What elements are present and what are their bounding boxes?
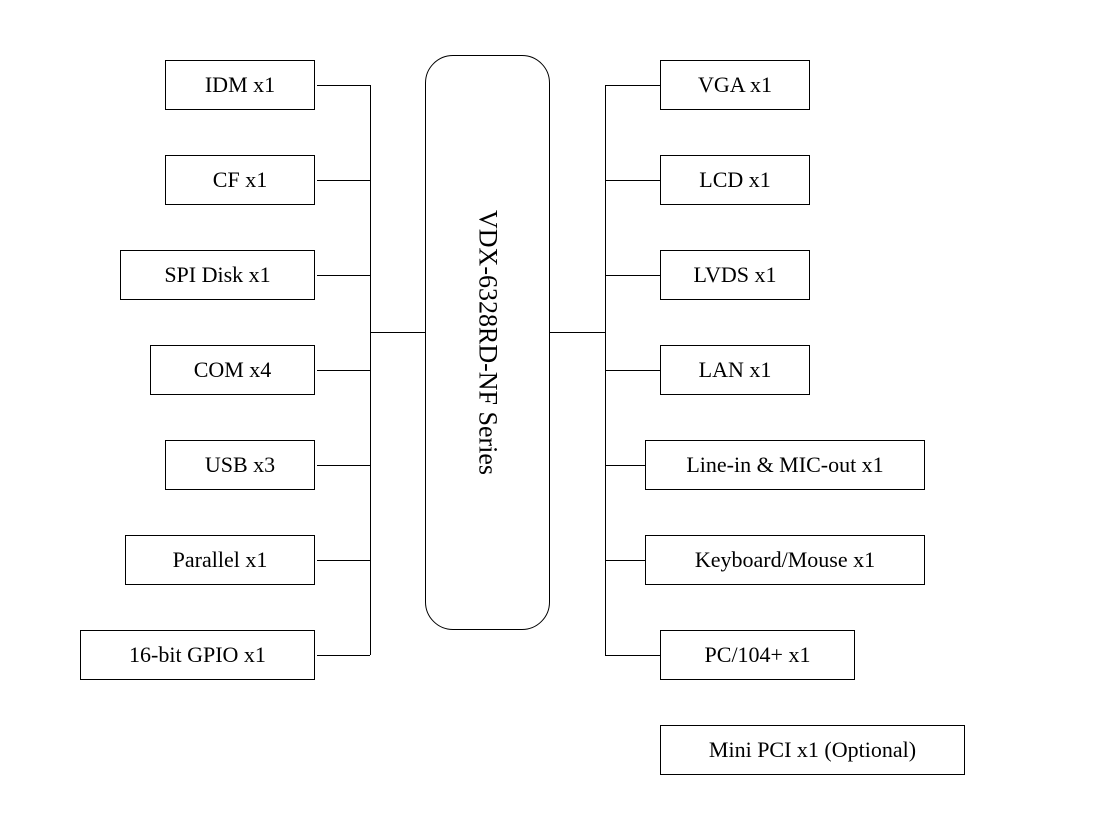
box-label: 16-bit GPIO x1 [129, 642, 266, 668]
box-label: CF x1 [213, 167, 267, 193]
box-kbms: Keyboard/Mouse x1 [645, 535, 925, 585]
center-hub: VDX-6328RD-NF Series [425, 55, 550, 630]
center-hub-label: VDX-6328RD-NF Series [473, 210, 503, 475]
box-label: USB x3 [205, 452, 275, 478]
box-linein: Line-in & MIC-out x1 [645, 440, 925, 490]
stub-gpio [317, 655, 371, 656]
stub-parallel [317, 560, 371, 561]
box-label: Mini PCI x1 (Optional) [709, 737, 916, 763]
box-spi-disk: SPI Disk x1 [120, 250, 315, 300]
stub-lcd [605, 180, 660, 181]
box-label: LCD x1 [699, 167, 771, 193]
stub-linein [605, 465, 645, 466]
diagram-canvas: VDX-6328RD-NF Series IDM x1 CF x1 SPI Di… [0, 0, 1102, 821]
stub-usb [317, 465, 371, 466]
box-pc104: PC/104+ x1 [660, 630, 855, 680]
box-label: VGA x1 [698, 72, 772, 98]
stub-cf [317, 180, 371, 181]
stub-vga [605, 85, 660, 86]
stub-idm [317, 85, 371, 86]
stub-lvds [605, 275, 660, 276]
box-lvds: LVDS x1 [660, 250, 810, 300]
box-com: COM x4 [150, 345, 315, 395]
box-lcd: LCD x1 [660, 155, 810, 205]
box-label: SPI Disk x1 [164, 262, 270, 288]
right-trunk [549, 332, 605, 333]
box-gpio: 16-bit GPIO x1 [80, 630, 315, 680]
box-cf: CF x1 [165, 155, 315, 205]
stub-pc104 [605, 655, 660, 656]
stub-lan [605, 370, 660, 371]
box-label: LVDS x1 [694, 262, 777, 288]
box-vga: VGA x1 [660, 60, 810, 110]
stub-spi-disk [317, 275, 371, 276]
box-label: PC/104+ x1 [705, 642, 811, 668]
stub-com [317, 370, 371, 371]
box-label: Keyboard/Mouse x1 [695, 547, 875, 573]
box-label: Parallel x1 [173, 547, 268, 573]
box-label: Line-in & MIC-out x1 [686, 452, 883, 478]
box-lan: LAN x1 [660, 345, 810, 395]
box-minipci: Mini PCI x1 (Optional) [660, 725, 965, 775]
box-label: COM x4 [194, 357, 272, 383]
box-parallel: Parallel x1 [125, 535, 315, 585]
box-usb: USB x3 [165, 440, 315, 490]
box-label: LAN x1 [699, 357, 772, 383]
box-idm: IDM x1 [165, 60, 315, 110]
box-label: IDM x1 [205, 72, 275, 98]
stub-kbms [605, 560, 645, 561]
left-trunk [370, 332, 425, 333]
left-bus [370, 85, 371, 655]
